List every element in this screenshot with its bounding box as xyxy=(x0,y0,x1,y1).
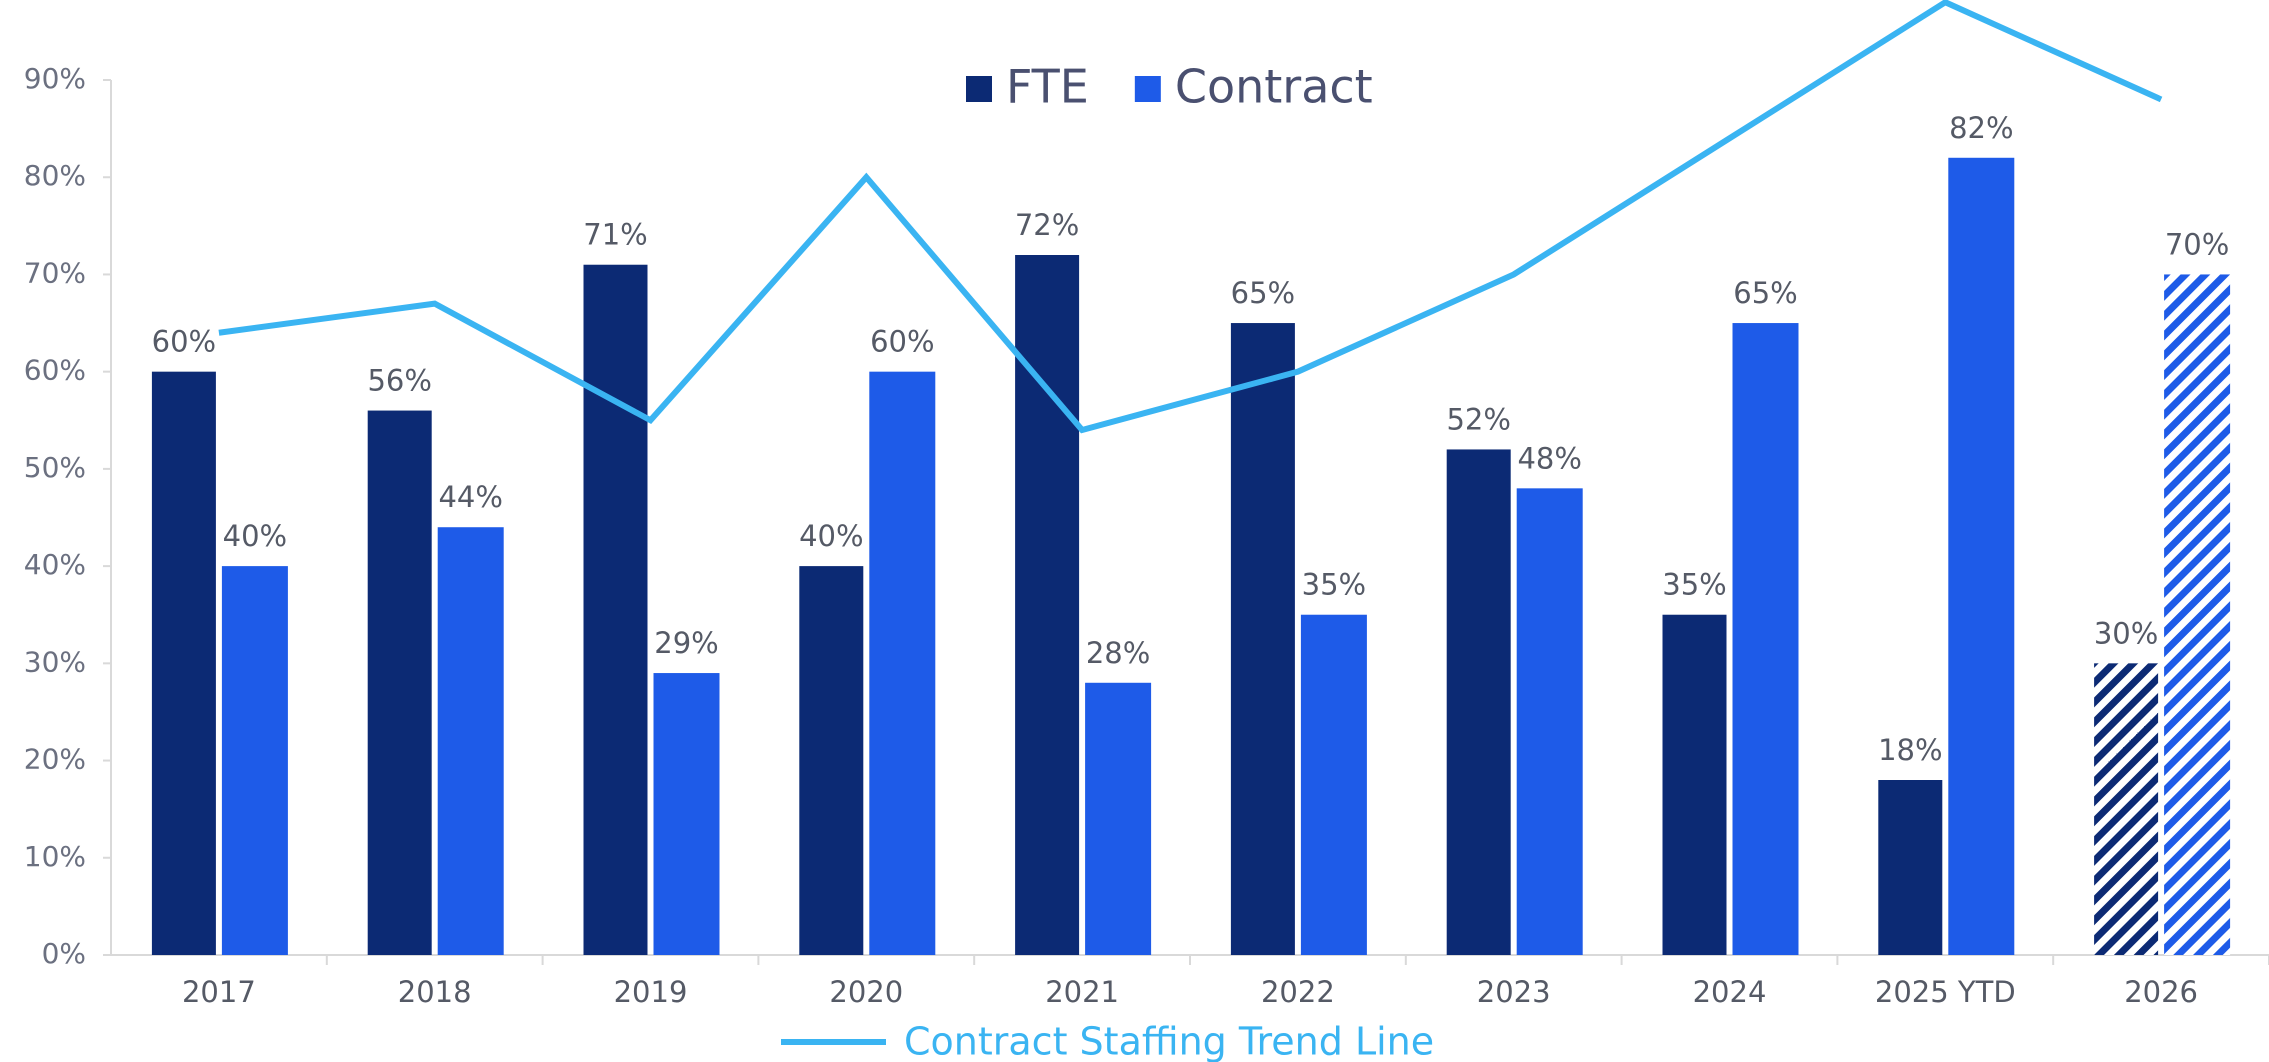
bar xyxy=(869,371,936,956)
value-label: 60% xyxy=(870,325,934,359)
value-label: 52% xyxy=(1446,402,1510,436)
bar xyxy=(799,566,864,955)
y-tick-label: 80% xyxy=(24,159,86,192)
y-tick-label: 90% xyxy=(24,62,86,95)
value-label: 30% xyxy=(2094,616,2158,650)
bar xyxy=(221,566,288,955)
bar xyxy=(2164,274,2231,955)
value-label: 82% xyxy=(1949,111,2013,145)
x-tick-label: 2018 xyxy=(398,975,472,1009)
legend-label: FTE xyxy=(1006,60,1089,114)
x-tick-label: 2017 xyxy=(182,975,256,1009)
trend-line xyxy=(218,0,2163,434)
value-label: 35% xyxy=(1302,568,1366,602)
bar xyxy=(1878,780,1943,955)
value-label: 28% xyxy=(1086,636,1150,670)
x-tick-label: 2021 xyxy=(1045,975,1119,1009)
y-tick-label: 70% xyxy=(24,256,86,289)
y-tick-label: 0% xyxy=(42,937,86,970)
legend-swatch xyxy=(1134,76,1161,102)
y-tick-label: 50% xyxy=(24,451,86,484)
value-label: 70% xyxy=(2165,227,2229,261)
bar xyxy=(1446,449,1511,955)
x-tick-label: 2023 xyxy=(1477,975,1551,1009)
bar xyxy=(1300,614,1367,955)
bar xyxy=(653,673,720,955)
y-tick-label: 30% xyxy=(24,645,86,678)
legend-swatch xyxy=(966,76,992,102)
legend-label: Contract xyxy=(1175,60,1373,114)
value-label: 18% xyxy=(1878,733,1942,767)
value-label: 60% xyxy=(152,325,216,359)
y-tick-label: 40% xyxy=(24,548,86,581)
bar xyxy=(1516,488,1583,955)
value-label: 40% xyxy=(799,519,863,553)
value-label: 56% xyxy=(367,364,431,398)
y-tick-label: 20% xyxy=(24,743,86,776)
value-label: 48% xyxy=(1517,441,1581,475)
bar xyxy=(2094,663,2159,955)
bar xyxy=(583,264,648,955)
x-tick-label: 2019 xyxy=(614,975,688,1009)
x-tick-label: 2025 YTD xyxy=(1875,975,2016,1009)
x-tick-label: 2022 xyxy=(1261,975,1335,1009)
bar xyxy=(437,527,504,955)
bar xyxy=(1662,614,1727,955)
value-label: 71% xyxy=(583,218,647,252)
x-tick-label: 2026 xyxy=(2124,975,2198,1009)
bar xyxy=(1015,255,1080,955)
value-label: 65% xyxy=(1733,276,1797,310)
value-label: 35% xyxy=(1662,568,1726,602)
x-tick-label: 2024 xyxy=(1693,975,1767,1009)
x-tick-label: 2020 xyxy=(829,975,903,1009)
value-label: 44% xyxy=(438,480,502,514)
bar xyxy=(1732,323,1799,955)
value-label: 65% xyxy=(1231,276,1295,310)
y-tick-label: 60% xyxy=(24,354,86,387)
bar xyxy=(1085,682,1152,955)
value-label: 29% xyxy=(654,626,718,660)
bar xyxy=(1230,323,1295,955)
legend-label: Contract Staffing Trend Line xyxy=(904,1020,1434,1062)
y-tick-label: 10% xyxy=(24,840,86,873)
value-label: 40% xyxy=(223,519,287,553)
bar xyxy=(151,371,216,956)
bar xyxy=(367,410,432,955)
value-label: 72% xyxy=(1015,208,1079,242)
bar xyxy=(1948,157,2015,955)
